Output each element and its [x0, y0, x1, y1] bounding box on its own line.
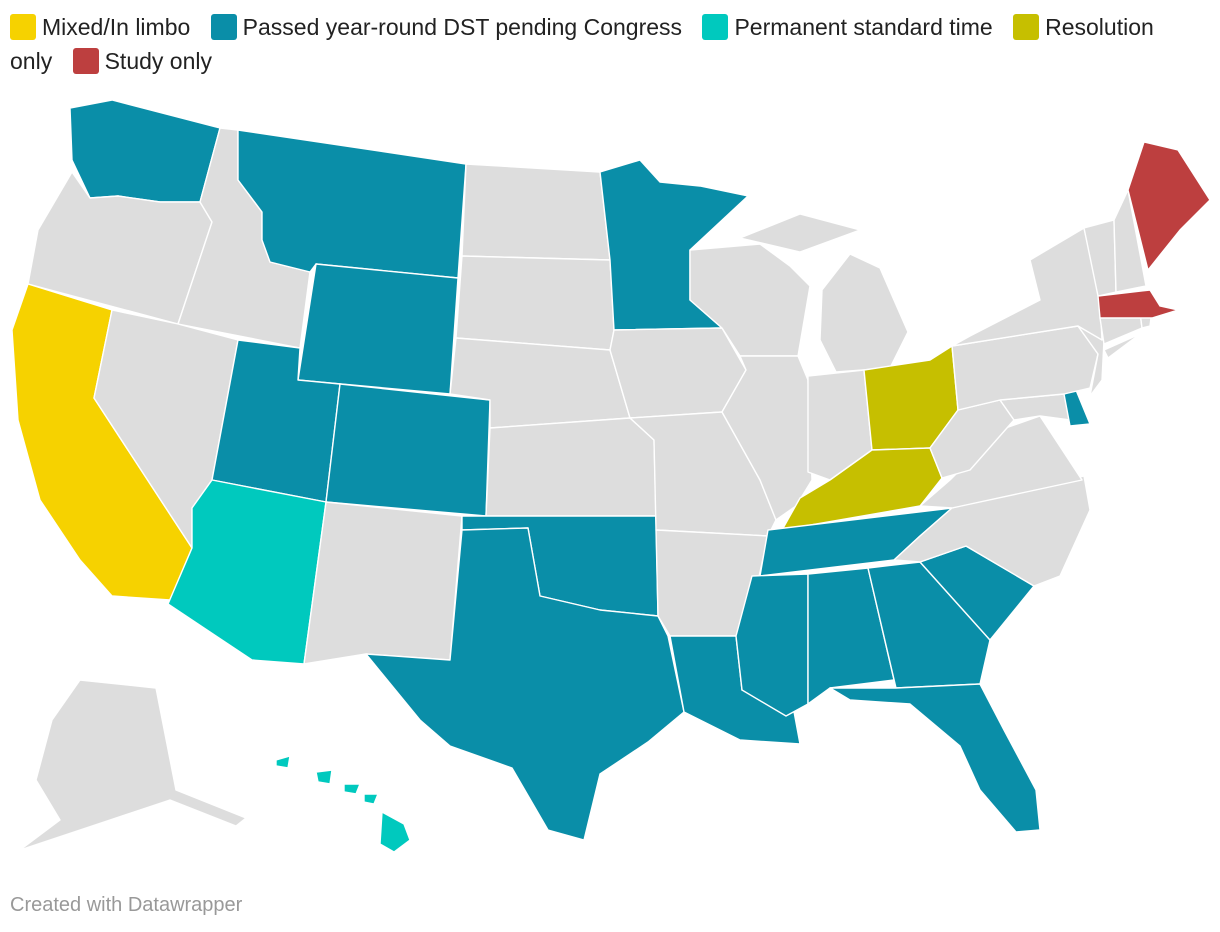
state-KS[interactable]: [485, 417, 657, 517]
state-AZ[interactable]: [167, 479, 327, 665]
state-IL[interactable]: [721, 355, 813, 521]
state-MI[interactable]: [739, 213, 909, 373]
legend-item-standard: Permanent standard time: [702, 14, 993, 40]
state-GA[interactable]: [867, 561, 991, 689]
legend-item-resolution: Resolution only: [10, 14, 1154, 74]
us-states-map: [11, 99, 1211, 853]
state-MT[interactable]: [237, 129, 467, 279]
state-FL[interactable]: [829, 683, 1041, 833]
state-WA[interactable]: [69, 99, 221, 203]
state-CO[interactable]: [325, 383, 491, 517]
state-AL[interactable]: [807, 567, 895, 705]
states-layer: [11, 99, 1211, 853]
credit: Created with Datawrapper: [10, 894, 243, 916]
legend-label-study: Study only: [104, 48, 212, 74]
legend-swatch-dst: [210, 14, 237, 40]
state-ME[interactable]: [1127, 141, 1211, 271]
legend-item-dst: Passed year-round DST pending Congress: [210, 14, 683, 40]
state-AK[interactable]: [19, 679, 247, 851]
legend-label-dst: Passed year-round DST pending Congress: [242, 14, 683, 40]
legend-item-mixed: Mixed/In limbo: [10, 14, 190, 40]
state-SD[interactable]: [455, 255, 615, 351]
state-DE[interactable]: [1063, 389, 1091, 427]
state-TX[interactable]: [365, 527, 685, 841]
legend: Mixed/In limbo Passed year-round DST pen…: [10, 10, 1210, 78]
legend-item-study: Study only: [72, 48, 212, 74]
state-WY[interactable]: [297, 263, 459, 395]
legend-swatch-standard: [702, 14, 729, 40]
state-HI[interactable]: [275, 755, 411, 853]
legend-swatch-study: [72, 48, 99, 74]
state-NH[interactable]: [1113, 189, 1147, 293]
legend-label-mixed: Mixed/In limbo: [42, 14, 191, 40]
state-NC[interactable]: [893, 475, 1091, 587]
legend-label-standard: Permanent standard time: [734, 14, 993, 40]
state-NM[interactable]: [303, 501, 463, 665]
legend-swatch-resolution: [1013, 14, 1040, 40]
state-ND[interactable]: [461, 163, 611, 261]
legend-label-resolution: Resolution only: [10, 14, 1154, 74]
legend-swatch-mixed: [10, 14, 36, 40]
state-MA[interactable]: [1097, 289, 1179, 319]
